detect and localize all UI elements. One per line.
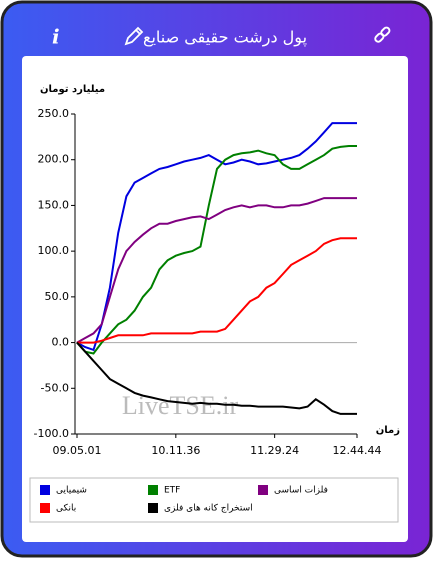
legend	[29, 477, 399, 523]
y-tick-label: 0.0	[52, 336, 70, 349]
y-tick-label: 250.0	[38, 107, 70, 120]
series-line	[76, 341, 357, 415]
y-tick-label: 150.0	[38, 198, 70, 211]
x-tick-label: 11.29.24	[250, 444, 299, 457]
legend-swatch	[40, 503, 50, 513]
legend-swatch	[148, 485, 158, 495]
info-icon[interactable]: i	[52, 25, 60, 49]
y-axis-label: میلیارد تومان	[40, 84, 105, 95]
link-icon[interactable]	[374, 26, 391, 43]
y-tick-label: 200.0	[38, 153, 70, 166]
series-line	[76, 122, 357, 352]
series-line	[76, 197, 357, 344]
y-tick-label: 100.0	[38, 244, 70, 257]
legend-swatch	[258, 485, 268, 495]
header-title: پول درشت حقیقی صنایع	[143, 28, 307, 48]
edit-icon[interactable]	[124, 26, 144, 46]
legend-swatch	[148, 503, 158, 513]
series-line	[76, 145, 357, 355]
x-tick-label: 09.05.01	[53, 444, 102, 457]
legend-swatch	[40, 485, 50, 495]
y-tick-label: -50.0	[41, 381, 69, 394]
x-tick-label: 12.44.44	[333, 444, 382, 457]
legend-label: استخراج کانه های فلزی	[164, 504, 253, 514]
x-axis-label: زمان	[376, 425, 400, 436]
legend-label: شیمیایی	[56, 486, 87, 496]
legend-label: فلزات اساسی	[274, 486, 328, 496]
legend-label: بانکی	[56, 504, 76, 514]
y-tick-label: 50.0	[45, 290, 70, 303]
panel	[22, 56, 408, 542]
x-tick-label: 10.11.36	[151, 444, 200, 457]
series-line	[77, 237, 357, 344]
y-tick-label: -100.0	[34, 427, 69, 440]
legend-label: ETF	[164, 486, 180, 496]
